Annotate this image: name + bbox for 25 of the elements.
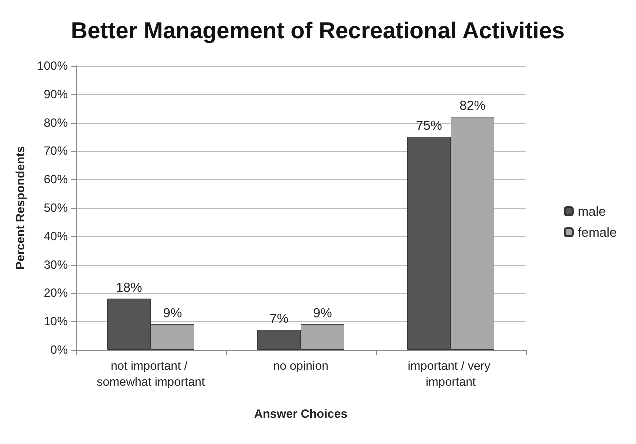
x-tick-label: not important / somewhat important	[96, 359, 206, 389]
y-tick-label: 10%	[44, 314, 68, 329]
y-tick-label: 70%	[44, 144, 68, 158]
legend-label: male	[578, 204, 606, 219]
x-tick-label: no opinion	[273, 359, 329, 373]
y-tick-label: 0%	[50, 343, 68, 357]
legend-label: female	[578, 225, 618, 240]
y-tick-label: 90%	[44, 87, 68, 102]
x-axis-title: Answer Choices	[254, 407, 348, 421]
x-tick-label: important / very important	[408, 359, 494, 389]
y-axis-title: Percent Respondents	[13, 146, 28, 270]
data-label: 9%	[313, 305, 333, 320]
chart-title: Better Management of Recreational Activities	[71, 18, 565, 44]
data-label: 9%	[163, 305, 183, 320]
y-tick-label: 50%	[44, 201, 68, 215]
data-label: 7%	[270, 311, 290, 326]
y-tick-label: 100%	[37, 59, 68, 73]
data-label: 18%	[116, 280, 143, 295]
y-tick-label: 40%	[44, 229, 68, 244]
data-label: 75%	[416, 118, 443, 133]
y-tick-label: 30%	[44, 258, 68, 272]
y-tick-label: 80%	[44, 116, 68, 130]
data-label: 82%	[460, 98, 486, 114]
y-tick-label: 20%	[44, 286, 68, 300]
y-tick-label: 60%	[44, 172, 68, 187]
